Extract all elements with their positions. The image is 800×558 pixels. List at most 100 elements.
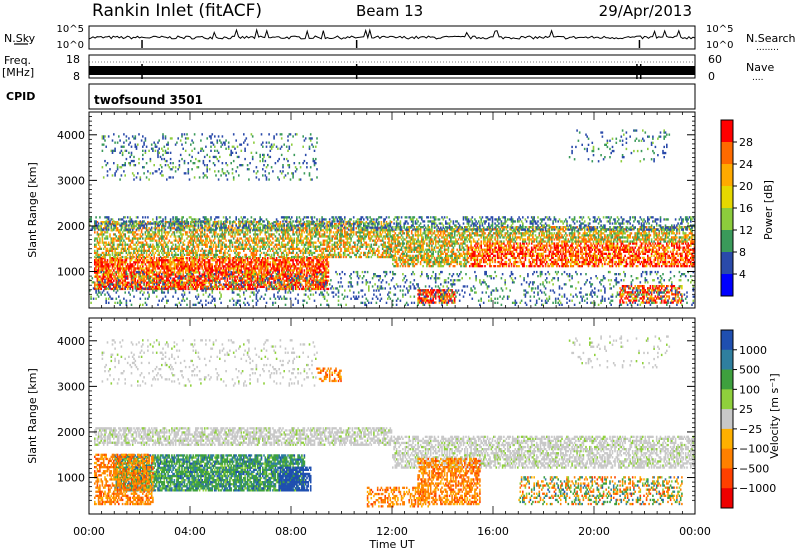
echo-cell xyxy=(177,250,179,252)
echo-cell xyxy=(116,235,118,237)
echo-cell xyxy=(349,244,351,246)
echo-cell xyxy=(289,250,291,252)
echo-cell xyxy=(122,256,124,258)
echo-cell xyxy=(315,242,317,244)
echo-cell xyxy=(368,244,370,246)
echo-cell xyxy=(224,233,226,235)
echo-cell xyxy=(203,240,205,242)
echo-cell xyxy=(164,248,166,250)
echo-cell xyxy=(160,269,162,271)
echo-cell xyxy=(170,250,172,252)
echo-cell xyxy=(97,273,99,275)
echo-cell xyxy=(278,267,280,269)
echo-cell xyxy=(273,256,275,258)
echo-cell xyxy=(212,248,214,250)
echo-cell xyxy=(282,278,284,280)
echo-cell xyxy=(403,253,405,255)
echo-cell xyxy=(131,259,133,261)
echo-cell xyxy=(297,263,299,265)
echo-cell xyxy=(100,225,102,227)
echo-cell xyxy=(107,261,109,263)
echo-cell xyxy=(215,252,217,254)
echo-cell xyxy=(246,242,248,244)
echo-cell xyxy=(278,233,280,235)
echo-cell xyxy=(305,252,307,254)
echo-cell xyxy=(112,250,114,252)
echo-cell xyxy=(98,267,100,269)
echo-cell xyxy=(111,269,113,271)
echo-cell xyxy=(306,240,308,242)
echo-cell xyxy=(276,284,278,286)
echo-cell xyxy=(319,233,321,235)
echo-cell xyxy=(107,259,109,261)
echo-cell xyxy=(301,244,303,246)
echo-cell xyxy=(182,233,184,235)
echo-cell xyxy=(190,233,192,235)
echo-cell xyxy=(193,231,195,233)
echo-cell xyxy=(234,252,236,254)
echo-cell xyxy=(167,271,169,273)
echo-cell xyxy=(258,259,260,261)
echo-cell xyxy=(228,288,230,290)
echo-cell xyxy=(429,247,431,249)
echo-cell xyxy=(234,235,236,237)
echo-cell xyxy=(304,273,306,275)
echo-cell xyxy=(263,271,265,273)
echo-cell xyxy=(150,256,152,258)
echo-cell xyxy=(237,276,239,278)
echo-cell xyxy=(175,237,177,239)
echo-cell xyxy=(267,261,269,263)
echo-cell xyxy=(424,242,426,244)
echo-cell xyxy=(232,233,234,235)
echo-cell xyxy=(99,242,101,244)
echo-cell xyxy=(304,269,306,271)
echo-cell xyxy=(421,234,423,236)
echo-cell xyxy=(340,248,342,250)
echo-cell xyxy=(430,251,432,253)
echo-cell xyxy=(200,250,202,252)
echo-cell xyxy=(402,251,404,253)
echo-cell xyxy=(217,263,219,265)
echo-cell xyxy=(242,288,244,290)
echo-cell xyxy=(100,254,102,256)
echo-cell xyxy=(112,252,114,254)
echo-cell xyxy=(265,244,267,246)
echo-cell xyxy=(430,259,432,261)
echo-cell xyxy=(263,252,265,254)
echo-cell xyxy=(310,263,312,265)
echo-cell xyxy=(324,242,326,244)
echo-cell xyxy=(107,231,109,233)
echo-cell xyxy=(272,250,274,252)
echo-cell xyxy=(261,269,263,271)
echo-cell xyxy=(292,250,294,252)
echo-cell xyxy=(266,242,268,244)
echo-cell xyxy=(126,256,128,258)
echo-cell xyxy=(306,235,308,237)
echo-cell xyxy=(417,259,419,261)
echo-cell xyxy=(119,269,121,271)
echo-cell xyxy=(146,252,148,254)
nave-dots: .... xyxy=(752,73,763,83)
echo-cell xyxy=(373,250,375,252)
echo-cell xyxy=(333,231,335,233)
echo-cell xyxy=(430,242,432,244)
echo-cell xyxy=(348,248,350,250)
echo-cell xyxy=(283,256,285,258)
echo-cell xyxy=(251,263,253,265)
echo-cell xyxy=(353,231,355,233)
echo-cell xyxy=(205,263,207,265)
echo-cell xyxy=(416,242,418,244)
echo-cell xyxy=(257,267,259,269)
echo-cell xyxy=(426,265,428,267)
echo-cell xyxy=(297,244,299,246)
echo-cell xyxy=(397,253,399,255)
echo-cell xyxy=(170,259,172,261)
echo-cell xyxy=(179,235,181,237)
echo-cell xyxy=(156,257,158,259)
echo-cell xyxy=(410,245,412,247)
echo-cell xyxy=(184,229,186,231)
echo-cell xyxy=(270,265,272,267)
echo-cell xyxy=(323,250,325,252)
echo-cell xyxy=(276,250,278,252)
echo-cell xyxy=(191,237,193,239)
